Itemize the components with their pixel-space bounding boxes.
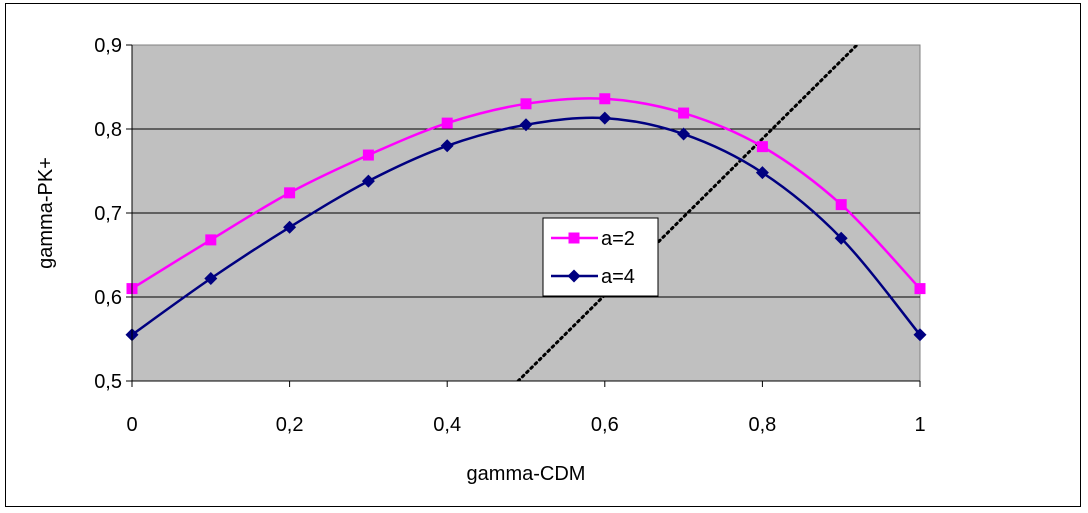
y-tick-label-1: 0,6: [94, 287, 122, 309]
tick-labels: 0,5 0,6 0,7 0,8 0,9 0 0,2 0,4 0,6 0,8 1: [94, 35, 925, 436]
series-1: [125, 111, 927, 342]
legend: a=2 a=4: [542, 217, 659, 297]
x-tick-label-5: 1: [914, 414, 925, 436]
x-axis-title: gamma-CDM: [467, 463, 586, 485]
y-tick-label-0: 0,5: [94, 371, 122, 393]
legend-item-0: a=2: [551, 228, 635, 250]
y-tick-label-2: 0,7: [94, 203, 122, 225]
data-point-1-6: [598, 111, 612, 125]
data-point-1-1: [204, 272, 218, 286]
data-point-1-5: [519, 118, 533, 132]
y-axis-title: gamma-PK+: [35, 157, 57, 269]
reference-line-group: [516, 45, 859, 381]
legend-marker-0: [568, 232, 580, 244]
data-point-1-9: [834, 231, 848, 245]
data-point-1-7: [677, 127, 691, 141]
data-point-0-9: [835, 199, 847, 211]
data-point-0-3: [362, 149, 374, 161]
data-point-0-10: [914, 283, 926, 295]
data-point-0-6: [599, 93, 611, 105]
data-point-1-8: [755, 166, 769, 180]
legend-label-0: a=2: [601, 228, 635, 250]
data-point-0-7: [678, 107, 690, 119]
data-point-0-4: [441, 117, 453, 129]
y-tick-label-3: 0,8: [94, 119, 122, 141]
x-tick-label-4: 0,8: [748, 414, 776, 436]
data-point-0-1: [205, 234, 217, 246]
x-tick-label-3: 0,6: [591, 414, 619, 436]
reference-line: [516, 45, 859, 381]
data-point-0-8: [756, 141, 768, 153]
legend-item-1: a=4: [551, 266, 635, 288]
data-point-1-4: [440, 139, 454, 153]
y-tick-label-4: 0,9: [94, 35, 122, 57]
legend-box: [542, 217, 659, 297]
data-point-0-5: [520, 98, 532, 110]
legend-marker-1: [567, 269, 581, 283]
x-tick-label-2: 0,4: [433, 414, 461, 436]
x-tick-label-0: 0: [126, 414, 137, 436]
data-point-0-2: [284, 187, 296, 199]
data-point-1-10: [913, 328, 927, 342]
x-tick-label-1: 0,2: [276, 414, 304, 436]
legend-label-1: a=4: [601, 266, 635, 288]
data-point-1-2: [283, 220, 297, 234]
data-point-1-3: [361, 174, 375, 188]
